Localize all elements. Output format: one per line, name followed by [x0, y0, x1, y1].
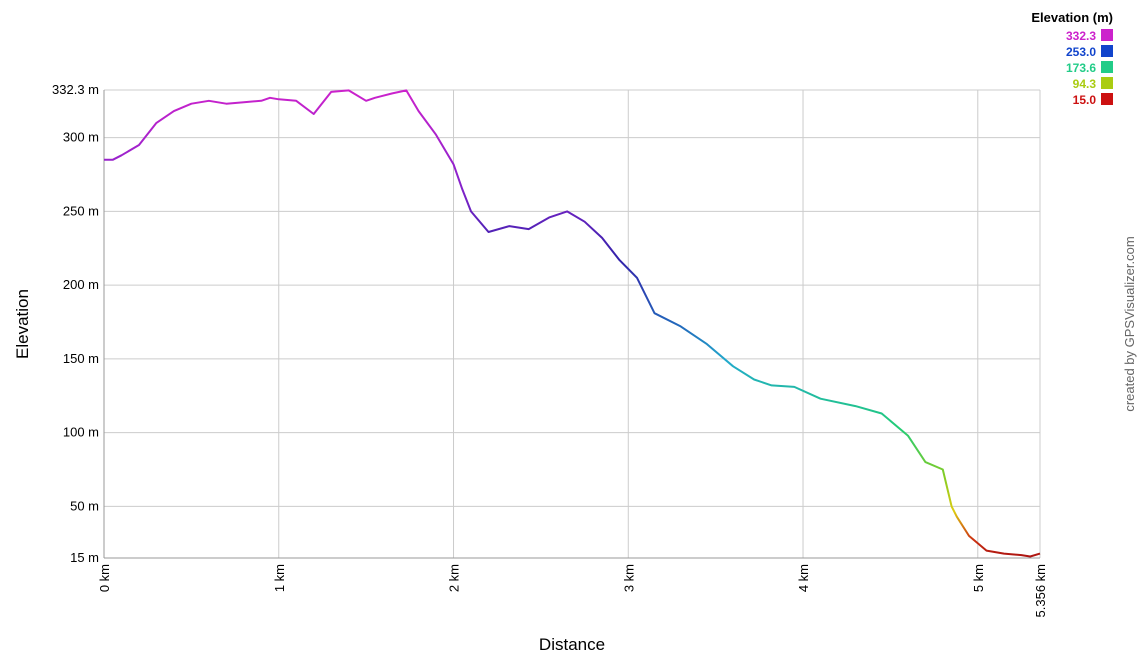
y-tick-labels: 332.3 m 300 m 250 m 200 m 150 m 100 m 50 m 15 m — [52, 82, 99, 565]
y-tick-label: 300 m — [63, 130, 99, 145]
y-tick-label: 250 m — [63, 203, 99, 218]
x-tick-label: 4 km — [796, 564, 811, 592]
x-tick-label: 1 km — [272, 564, 287, 592]
legend-entry-label: 253.0 — [1065, 45, 1096, 59]
x-tick-label: 5 km — [971, 564, 986, 592]
legend-entry: 173.6 — [1031, 60, 1113, 76]
legend-entry: 253.0 — [1031, 44, 1113, 60]
grid-lines — [103, 89, 1041, 559]
x-axis-title: Distance — [539, 635, 605, 654]
legend-title: Elevation (m) — [1031, 10, 1113, 25]
legend-entry: 15.0 — [1031, 92, 1113, 108]
credit-text: created by GPSVisualizer.com — [1122, 236, 1137, 411]
legend-swatch — [1101, 45, 1113, 57]
y-tick-label: 200 m — [63, 277, 99, 292]
x-tick-label: 3 km — [621, 564, 636, 592]
legend: Elevation (m) 332.3 253.0 173.6 94.3 15.0 — [1031, 10, 1113, 108]
x-tick-labels: 0 km 1 km 2 km 3 km 4 km 5 km 5.356 km — [97, 564, 1048, 617]
x-tick-label: 5.356 km — [1033, 564, 1048, 617]
elevation-line — [104, 89, 1041, 558]
legend-swatch — [1101, 29, 1113, 41]
legend-swatch — [1101, 93, 1113, 105]
y-tick-label: 100 m — [63, 425, 99, 440]
x-tick-label: 2 km — [447, 564, 462, 592]
y-tick-label: 15 m — [70, 550, 99, 565]
legend-entry: 94.3 — [1031, 76, 1113, 92]
legend-entry-label: 15.0 — [1072, 93, 1096, 107]
legend-entry-label: 332.3 — [1065, 29, 1096, 43]
legend-entry: 332.3 — [1031, 28, 1113, 44]
x-tick-label: 0 km — [97, 564, 112, 592]
legend-swatch — [1101, 61, 1113, 73]
y-tick-label: 150 m — [63, 351, 99, 366]
y-axis-title: Elevation — [13, 289, 32, 359]
y-tick-label: 50 m — [70, 498, 99, 513]
legend-entry-label: 94.3 — [1072, 77, 1096, 91]
legend-entry-label: 173.6 — [1065, 61, 1096, 75]
y-tick-label: 332.3 m — [52, 82, 99, 97]
legend-swatch — [1101, 77, 1113, 89]
